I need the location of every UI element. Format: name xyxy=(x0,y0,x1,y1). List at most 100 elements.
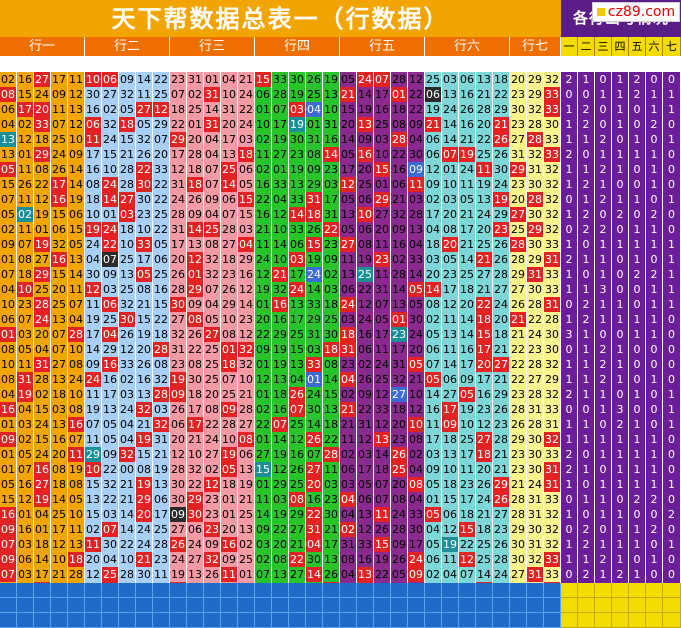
number-cell: 02 xyxy=(187,87,204,103)
number-cell: 24 xyxy=(459,162,476,178)
number-cell: 25 xyxy=(204,357,221,373)
number-cell: 20 xyxy=(425,267,442,283)
number-cell: 31 xyxy=(510,147,527,163)
number-cell: 10 xyxy=(17,282,34,298)
number-cell: 13 xyxy=(340,267,357,283)
number-cell: 17 xyxy=(357,462,374,478)
number-cell: 06 xyxy=(425,552,442,568)
number-cell: 10 xyxy=(119,237,136,253)
number-cell: 04 xyxy=(442,567,459,583)
number-cell: 01 xyxy=(0,417,17,433)
count-cell: 1 xyxy=(646,102,663,118)
count-cell: 1 xyxy=(663,87,681,103)
number-cell: 19 xyxy=(476,177,493,193)
count-cell: 1 xyxy=(629,462,646,478)
number-cell: 14 xyxy=(119,522,136,538)
number-cell: 20 xyxy=(204,387,221,403)
number-cell: 12 xyxy=(357,432,374,448)
number-cell: 33 xyxy=(136,237,153,253)
number-cell: 30 xyxy=(527,462,544,478)
number-cell: 09 xyxy=(170,507,187,523)
count-cell: 0 xyxy=(629,372,646,388)
count-cell: 0 xyxy=(646,357,663,373)
empty-cell xyxy=(578,598,595,613)
number-cell: 08 xyxy=(306,147,323,163)
number-cell: 16 xyxy=(136,372,153,388)
number-cell: 30 xyxy=(510,102,527,118)
number-cell: 33 xyxy=(544,552,561,568)
number-cell: 09 xyxy=(170,387,187,403)
number-cell: 26 xyxy=(119,327,136,343)
number-cell: 11 xyxy=(476,162,493,178)
count-cell: 1 xyxy=(561,177,578,193)
number-cell: 32 xyxy=(170,327,187,343)
number-cell: 07 xyxy=(102,252,119,268)
number-cell: 21 xyxy=(493,462,510,478)
number-cell: 28 xyxy=(153,342,170,358)
number-cell: 14 xyxy=(374,447,391,463)
number-cell: 16 xyxy=(459,87,476,103)
number-cell: 25 xyxy=(374,117,391,133)
count-cell: 2 xyxy=(578,177,595,193)
number-cell: 11 xyxy=(68,522,85,538)
number-cell: 24 xyxy=(357,72,374,88)
number-cell: 19 xyxy=(442,537,459,553)
number-cell: 30 xyxy=(323,327,340,343)
number-cell: 09 xyxy=(68,147,85,163)
number-cell: 14 xyxy=(102,192,119,208)
number-cell: 10 xyxy=(272,222,289,238)
number-cell: 25 xyxy=(34,282,51,298)
number-cell: 06 xyxy=(0,312,17,328)
count-cell: 1 xyxy=(646,177,663,193)
number-cell: 21 xyxy=(119,477,136,493)
empty-cell xyxy=(629,613,646,628)
number-cell: 33 xyxy=(544,267,561,283)
number-cell: 18 xyxy=(238,147,255,163)
number-cell: 19 xyxy=(425,102,442,118)
number-cell: 26 xyxy=(476,477,493,493)
number-cell: 17 xyxy=(136,252,153,268)
count-cell: 1 xyxy=(646,237,663,253)
number-cell: 04 xyxy=(221,72,238,88)
number-cell: 33 xyxy=(544,402,561,418)
number-cell: 13 xyxy=(476,192,493,208)
empty-cell xyxy=(17,613,34,628)
number-cell: 13 xyxy=(102,402,119,418)
number-cell: 24 xyxy=(374,357,391,373)
number-cell: 22 xyxy=(510,342,527,358)
number-cell: 17 xyxy=(51,177,68,193)
number-cell: 10 xyxy=(85,462,102,478)
number-cell: 28 xyxy=(493,267,510,283)
number-cell: 29 xyxy=(510,162,527,178)
number-cell: 06 xyxy=(459,72,476,88)
number-cell: 07 xyxy=(51,117,68,133)
number-cell: 14 xyxy=(85,342,102,358)
number-cell: 12 xyxy=(85,567,102,583)
number-cell: 27 xyxy=(510,132,527,148)
number-cell: 19 xyxy=(34,492,51,508)
number-cell: 30 xyxy=(119,312,136,328)
number-cell: 31 xyxy=(323,117,340,133)
empty-cell xyxy=(374,598,391,613)
number-cell: 12 xyxy=(357,297,374,313)
number-cell: 11 xyxy=(68,447,85,463)
site-logo[interactable]: cz89.com xyxy=(592,2,680,22)
count-cell: 2 xyxy=(646,267,663,283)
number-cell: 06 xyxy=(68,207,85,223)
number-cell: 19 xyxy=(136,327,153,343)
number-cell: 14 xyxy=(323,372,340,388)
number-cell: 25 xyxy=(289,417,306,433)
count-cell: 1 xyxy=(595,297,612,313)
number-cell: 01 xyxy=(17,507,34,523)
number-cell: 17 xyxy=(272,117,289,133)
number-cell: 19 xyxy=(68,192,85,208)
count-cell: 1 xyxy=(612,72,629,88)
count-cell: 0 xyxy=(612,177,629,193)
number-cell: 18 xyxy=(306,207,323,223)
number-cell: 29 xyxy=(374,192,391,208)
empty-cell xyxy=(204,598,221,613)
number-cell: 30 xyxy=(544,342,561,358)
number-cell: 04 xyxy=(119,417,136,433)
count-cell: 0 xyxy=(612,132,629,148)
number-cell: 32 xyxy=(391,207,408,223)
